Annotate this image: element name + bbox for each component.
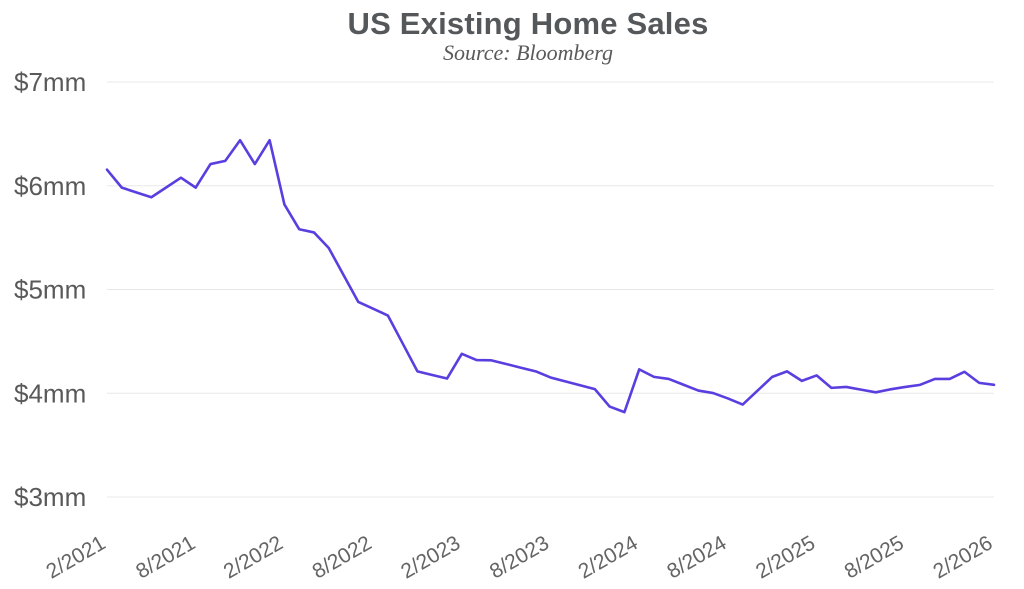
svg-text:8/2024: 8/2024 xyxy=(663,531,730,583)
svg-text:8/2022: 8/2022 xyxy=(308,531,375,583)
svg-text:2/2024: 2/2024 xyxy=(575,531,642,583)
svg-text:2/2022: 2/2022 xyxy=(220,531,287,583)
svg-text:8/2025: 8/2025 xyxy=(841,531,908,583)
svg-text:2/2021: 2/2021 xyxy=(42,531,109,583)
svg-text:$6mm: $6mm xyxy=(14,171,86,201)
svg-text:$5mm: $5mm xyxy=(14,275,86,305)
svg-text:$3mm: $3mm xyxy=(14,482,86,512)
svg-text:$7mm: $7mm xyxy=(14,67,86,97)
svg-text:8/2021: 8/2021 xyxy=(132,531,199,583)
svg-text:2/2025: 2/2025 xyxy=(752,531,819,583)
svg-text:8/2023: 8/2023 xyxy=(486,531,553,583)
svg-text:2/2026: 2/2026 xyxy=(929,531,996,583)
svg-text:2/2023: 2/2023 xyxy=(397,531,464,583)
svg-text:$4mm: $4mm xyxy=(14,378,86,408)
